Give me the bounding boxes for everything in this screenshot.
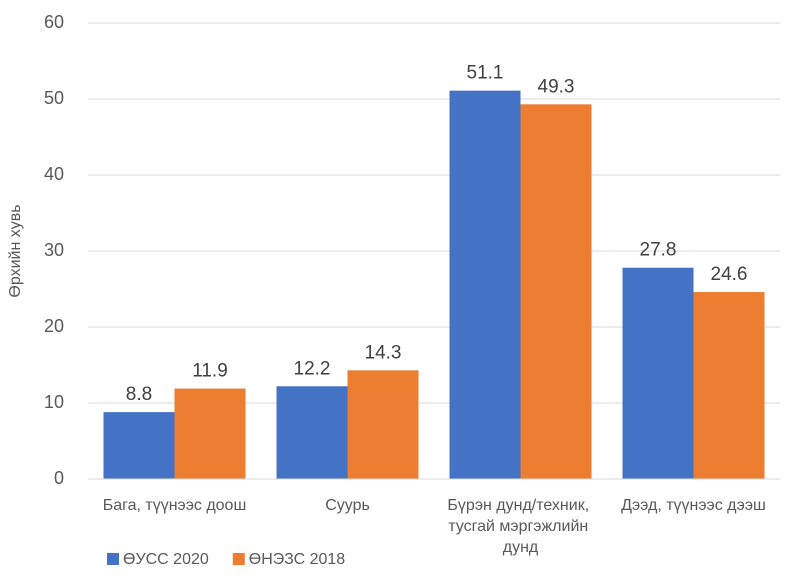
data-label: 11.9 — [192, 361, 228, 382]
data-label: 8.8 — [126, 384, 152, 405]
bar — [347, 370, 419, 479]
legend-label: ӨНЭЗС 2018 — [249, 551, 346, 568]
bar — [693, 292, 765, 479]
y-tick-label: 30 — [44, 240, 64, 260]
y-axis-label: Өрхийн хувь — [7, 204, 24, 297]
bar — [449, 90, 521, 479]
legend-label: ӨУСС 2020 — [123, 551, 209, 568]
y-tick-label: 20 — [44, 316, 64, 336]
y-tick-label: 0 — [54, 468, 64, 488]
data-label: 27.8 — [640, 240, 677, 261]
data-label: 12.2 — [294, 358, 331, 379]
legend-swatch — [232, 553, 245, 565]
bar — [520, 104, 592, 479]
x-tick-label: Бүрэн дунд/техник, тусгай мэргэжлийн дун… — [447, 497, 593, 556]
bar — [276, 386, 348, 479]
x-tick-label: Бага, түүнээс доош — [103, 497, 247, 514]
bar — [622, 267, 694, 479]
bar — [174, 388, 246, 479]
legend-swatch — [107, 553, 119, 565]
bar — [103, 412, 175, 479]
y-tick-label: 10 — [44, 392, 64, 412]
y-tick-label: 60 — [44, 12, 64, 32]
data-label: 51.1 — [467, 63, 504, 84]
y-tick-label: 40 — [44, 164, 64, 184]
x-tick-label: Дээд, түүнээс дээш — [621, 497, 766, 514]
data-label: 14.3 — [365, 342, 402, 363]
data-label: 49.3 — [538, 76, 575, 97]
data-label: 24.6 — [711, 264, 748, 285]
x-tick-label: Суурь — [325, 497, 370, 514]
y-tick-label: 50 — [44, 88, 64, 108]
